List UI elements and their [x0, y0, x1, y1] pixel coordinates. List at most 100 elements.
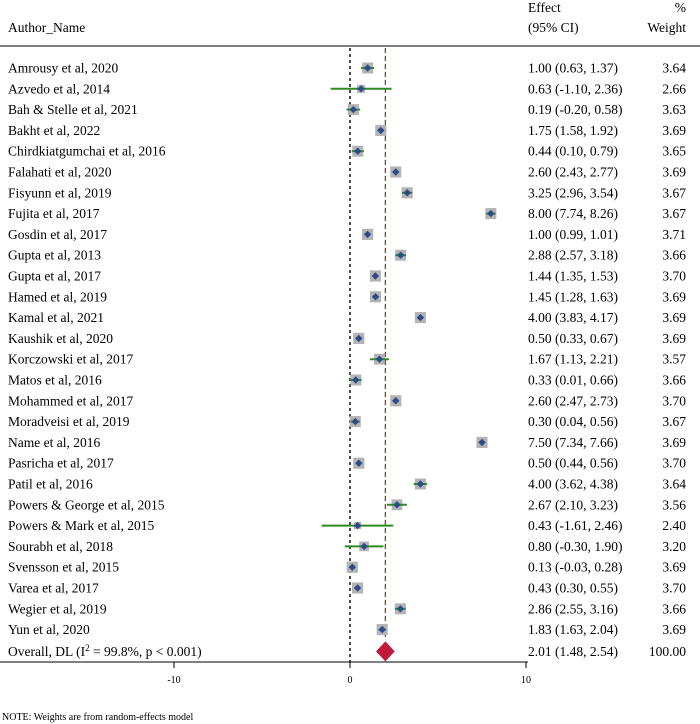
study-row: Falahati et al, 2020 2.60 (2.43, 2.77) 3.6… — [8, 165, 686, 180]
effect-ci-text: 0.30 (0.04, 0.56) — [528, 414, 618, 429]
effect-marker — [403, 189, 411, 197]
study-label: Bakht et al, 2022 — [8, 123, 100, 138]
study-label: Gupta et al, 2017 — [8, 269, 101, 284]
study-row: Wegier et al, 2019 2.86 (2.55, 3.16) 3.66 — [8, 601, 686, 616]
study-rows: Amrousy et al, 2020 1.00 (0.63, 1.37) 3.64… — [8, 61, 686, 638]
effect-marker — [416, 313, 425, 322]
study-row: Moradveisi et al, 2019 0.30 (0.04, 0.56) 3… — [8, 414, 686, 429]
study-label: Kaushik et al, 2020 — [8, 331, 113, 346]
effect-marker — [355, 459, 363, 467]
weight-text: 3.69 — [662, 331, 686, 346]
weight-text: 3.67 — [662, 185, 686, 200]
study-label: Fujita et al, 2017 — [8, 206, 100, 221]
study-label: Falahati et al, 2020 — [8, 165, 112, 180]
reference-lines — [349, 48, 387, 662]
effect-ci-text: 0.50 (0.44, 0.56) — [528, 456, 618, 471]
study-label: Pasricha et al, 2017 — [8, 456, 114, 471]
weight-text: 3.57 — [662, 352, 686, 367]
effect-ci-text: 2.67 (2.10, 3.23) — [528, 497, 618, 512]
overall-row: Overall, DL (I2 = 99.8%, p < 0.001) 2.01 … — [8, 641, 686, 662]
study-label: Fisyunn et al, 2019 — [8, 185, 112, 200]
effect-marker — [371, 293, 380, 301]
weight-text: 3.66 — [662, 601, 686, 616]
study-label: Sourabh et al, 2018 — [8, 539, 113, 554]
effect-ci-text: 2.88 (2.57, 3.18) — [528, 248, 618, 263]
study-row: Varea et al, 2017 0.43 (0.30, 0.55) 3.70 — [8, 581, 686, 596]
study-row: Powers & Mark et al, 2015 0.43 (-1.61, 2.… — [8, 518, 686, 533]
weight-text: 3.70 — [662, 269, 686, 284]
study-row: Mohammed et al, 2017 2.60 (2.47, 2.73) 3.7… — [8, 393, 686, 408]
study-label: Korczowski et al, 2017 — [8, 352, 133, 367]
effect-ci-text: 3.25 (2.96, 3.54) — [528, 185, 618, 200]
weight-text: 3.69 — [662, 289, 686, 304]
x-axis: -10 0 10 — [0, 661, 531, 686]
weight-text: 3.64 — [662, 477, 686, 492]
study-row: Kaushik et al, 2020 0.50 (0.33, 0.67) 3.69 — [8, 331, 686, 346]
study-label: Name et al, 2016 — [8, 435, 100, 450]
overall-ci-text: 2.01 (1.48, 2.54) — [528, 644, 618, 659]
study-label: Powers & Mark et al, 2015 — [8, 518, 154, 533]
weight-text: 3.65 — [662, 144, 686, 159]
study-label: Azvedo et al, 2014 — [8, 81, 110, 96]
effect-ci-text: 4.00 (3.83, 4.17) — [528, 310, 618, 325]
weight-text: 3.70 — [662, 393, 686, 408]
study-row: Name et al, 2016 7.50 (7.34, 7.66) 3.69 — [8, 435, 686, 450]
weight-pct-header: % — [675, 0, 686, 15]
study-row: Hamed et al, 2019 1.45 (1.28, 1.63) 3.69 — [8, 289, 686, 304]
study-row: Powers & George et al, 2015 2.67 (2.10, 3… — [8, 497, 686, 512]
weight-text: 3.67 — [662, 206, 686, 221]
effect-marker — [363, 64, 372, 72]
effect-marker — [363, 230, 372, 239]
weight-text: 3.66 — [662, 373, 686, 388]
study-label: Yun et al, 2020 — [8, 622, 90, 637]
effect-ci-text: 0.80 (-0.30, 1.90) — [528, 539, 623, 554]
weight-text: 3.64 — [662, 61, 686, 76]
overall-label-suffix: = 99.8%, p < 0.001) — [90, 644, 202, 659]
effect-ci-text: 0.13 (-0.03, 0.28) — [528, 560, 623, 575]
effect-marker — [371, 272, 380, 280]
study-label: Patil et al, 2016 — [8, 477, 93, 492]
study-row: Fujita et al, 2017 8.00 (7.74, 8.26) 3.67 — [8, 206, 686, 221]
weight-text: 3.67 — [662, 414, 686, 429]
effect-ci-text: 1.44 (1.35, 1.53) — [528, 269, 618, 284]
study-row: Korczowski et al, 2017 1.67 (1.13, 2.21) 3… — [8, 352, 686, 367]
study-row: Azvedo et al, 2014 0.63 (-1.10, 2.36) 2.66 — [8, 81, 686, 96]
study-label: Moradveisi et al, 2019 — [8, 414, 130, 429]
effect-marker — [349, 105, 358, 114]
effect-marker — [392, 397, 400, 405]
study-label: Kamal et al, 2021 — [8, 310, 104, 325]
effect-ci-text: 7.50 (7.34, 7.66) — [528, 435, 618, 450]
weight-text: 3.69 — [662, 165, 686, 180]
weight-header: Weight — [647, 20, 686, 35]
study-label: Svensson et al, 2015 — [8, 560, 119, 575]
effect-marker — [416, 480, 425, 488]
study-row: Fisyunn et al, 2019 3.25 (2.96, 3.54) 3.67 — [8, 185, 686, 200]
study-row: Patil et al, 2016 4.00 (3.62, 4.38) 3.64 — [8, 477, 686, 492]
study-label: Mohammed et al, 2017 — [8, 393, 133, 408]
study-label: Hamed et al, 2019 — [8, 289, 107, 304]
study-row: Chirdkiatgumchai et al, 2016 0.44 (0.10, … — [8, 144, 686, 159]
study-label: Varea et al, 2017 — [8, 581, 99, 596]
effect-ci-text: 0.19 (-0.20, 0.58) — [528, 102, 623, 117]
effect-marker — [375, 355, 384, 363]
effect-marker — [360, 542, 368, 551]
effect-marker — [487, 209, 495, 218]
effect-marker — [353, 584, 362, 592]
effect-marker — [377, 126, 385, 135]
x-tick-label: 0 — [348, 675, 353, 686]
overall-weight-text: 100.00 — [649, 644, 686, 659]
study-label: Matos et al, 2016 — [8, 373, 102, 388]
study-label: Amrousy et al, 2020 — [8, 61, 118, 76]
overall-label-superscript: 2 — [85, 643, 90, 653]
effect-marker — [478, 438, 486, 447]
study-label: Wegier et al, 2019 — [8, 601, 107, 616]
study-label: Gosdin et al, 2017 — [8, 227, 107, 242]
effect-ci-text: 2.86 (2.55, 3.16) — [528, 601, 618, 616]
study-row: Bakht et al, 2022 1.75 (1.58, 1.92) 3.69 — [8, 123, 686, 138]
x-tick-label: 10 — [521, 675, 531, 686]
weight-text: 3.20 — [662, 539, 686, 554]
overall-diamond — [376, 641, 395, 662]
weight-text: 3.66 — [662, 248, 686, 263]
weight-text: 3.69 — [662, 123, 686, 138]
